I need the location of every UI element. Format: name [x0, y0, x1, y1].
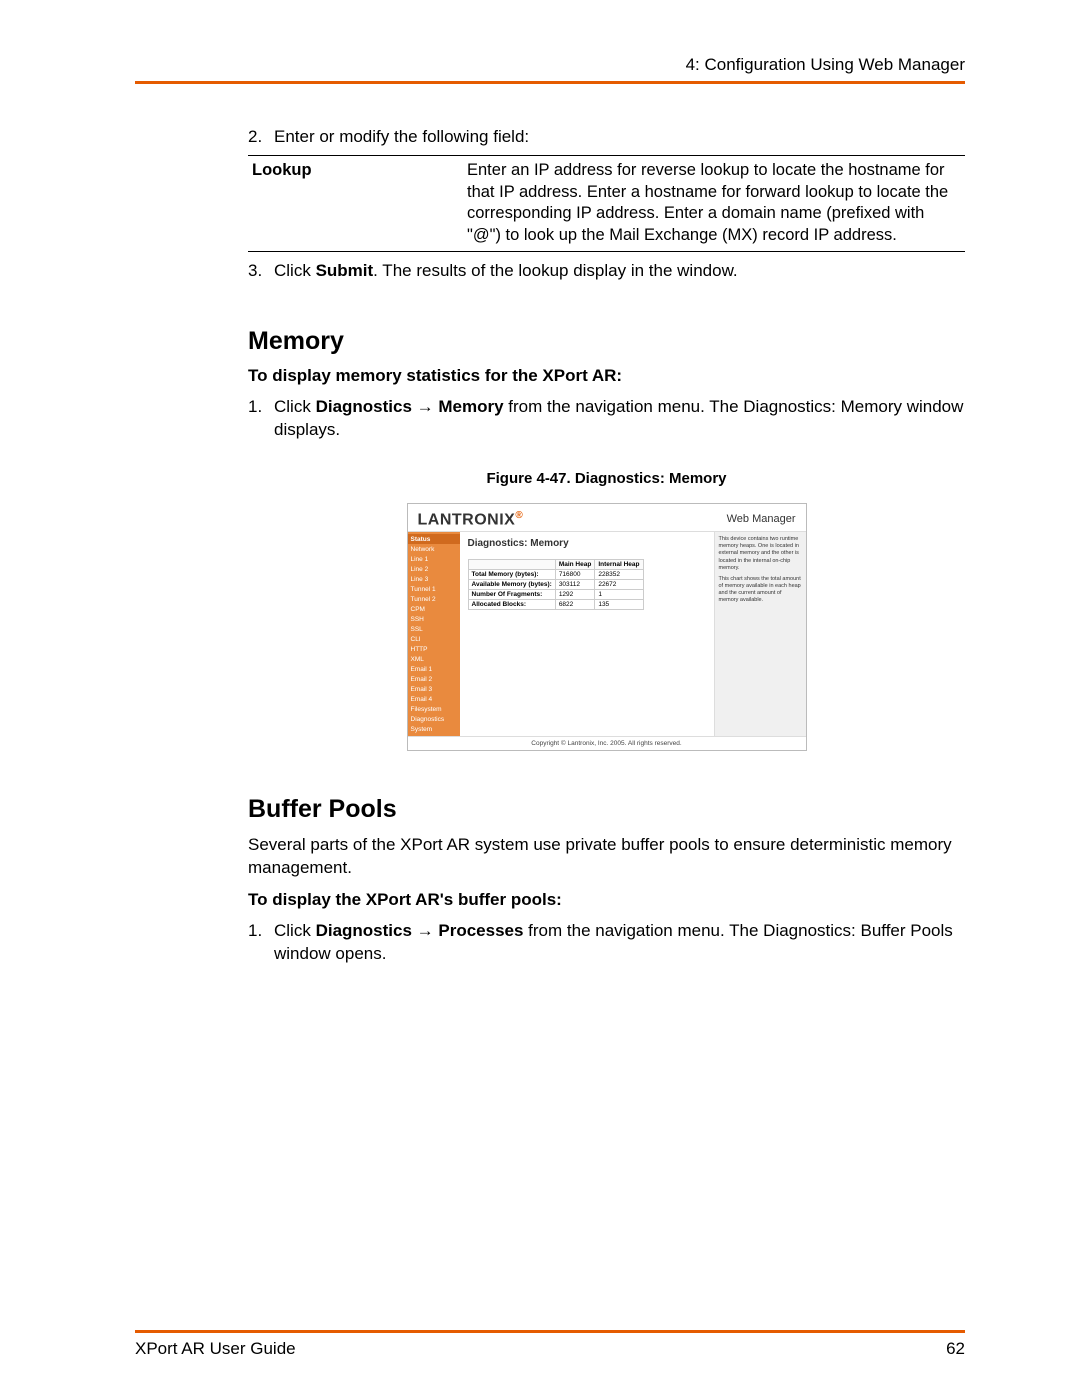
- embed-main: Diagnostics: Memory Main HeapInternal He…: [460, 532, 714, 736]
- nav-item[interactable]: Line 2: [408, 564, 460, 574]
- logo-text: LANTRONIX: [418, 511, 516, 528]
- embed-body: StatusNetworkLine 1Line 2Line 3Tunnel 1T…: [408, 532, 806, 736]
- table-header: Main Heap: [555, 560, 595, 570]
- submit-bold: Submit: [316, 261, 374, 280]
- nav-item[interactable]: CPM: [408, 604, 460, 614]
- web-manager-label: Web Manager: [727, 513, 796, 525]
- table-row: Available Memory (bytes):30311222672: [468, 580, 643, 590]
- arrow-icon: →: [412, 921, 438, 940]
- embed-copyright: Copyright © Lantronix, Inc. 2005. All ri…: [408, 736, 806, 750]
- nav-item[interactable]: Line 3: [408, 574, 460, 584]
- embed-sidebar: This device contains two runtime memory …: [714, 532, 806, 736]
- nav-item[interactable]: SSH: [408, 614, 460, 624]
- chapter-header: 4: Configuration Using Web Manager: [135, 55, 965, 84]
- nav-item[interactable]: HTTP: [408, 644, 460, 654]
- step-num: 2.: [248, 126, 274, 149]
- lookup-table: Lookup Enter an IP address for reverse l…: [248, 155, 965, 252]
- trademark-icon: ®: [515, 510, 523, 521]
- diag-bold: Diagnostics: [316, 397, 412, 416]
- table-row: Total Memory (bytes):716800228352: [468, 570, 643, 580]
- step-text: Click Diagnostics → Memory from the navi…: [274, 396, 965, 442]
- step-text: Enter or modify the following field:: [274, 126, 965, 149]
- buffer-subheading: To display the XPort AR's buffer pools:: [248, 890, 965, 910]
- figure-caption: Figure 4-47. Diagnostics: Memory: [248, 470, 965, 487]
- table-cell: 716800: [555, 570, 595, 580]
- table-header: Internal Heap: [595, 560, 643, 570]
- nav-item[interactable]: Email 3: [408, 684, 460, 694]
- nav-item[interactable]: Email 4: [408, 694, 460, 704]
- table-cell: 135: [595, 600, 643, 610]
- table-cell: Available Memory (bytes):: [468, 580, 555, 590]
- table-row: Allocated Blocks:6822135: [468, 600, 643, 610]
- table-cell: 1: [595, 590, 643, 600]
- table-cell: 228352: [595, 570, 643, 580]
- text-pre: Click: [274, 397, 316, 416]
- table-cell: 22672: [595, 580, 643, 590]
- step-text: Click Submit. The results of the lookup …: [274, 260, 965, 283]
- step-2: 2. Enter or modify the following field:: [248, 126, 965, 149]
- table-header: [468, 560, 555, 570]
- footer-page-number: 62: [946, 1339, 965, 1359]
- table-cell: Number Of Fragments:: [468, 590, 555, 600]
- embed-header: LANTRONIX® Web Manager: [408, 504, 806, 532]
- nav-item[interactable]: Line 1: [408, 554, 460, 564]
- diag-bold: Diagnostics: [316, 921, 412, 940]
- table-cell: 303112: [555, 580, 595, 590]
- step-num: 1.: [248, 920, 274, 966]
- arrow-icon: →: [412, 397, 438, 416]
- lantronix-logo: LANTRONIX®: [418, 510, 524, 529]
- memory-step-1: 1. Click Diagnostics → Memory from the n…: [248, 396, 965, 442]
- memory-subheading: To display memory statistics for the XPo…: [248, 366, 965, 386]
- memory-bold: Memory: [438, 397, 503, 416]
- table-row: Number Of Fragments:12921: [468, 590, 643, 600]
- step-num: 3.: [248, 260, 274, 283]
- buffer-step-1: 1. Click Diagnostics → Processes from th…: [248, 920, 965, 966]
- nav-item[interactable]: Email 2: [408, 674, 460, 684]
- diagnostics-memory-screenshot: LANTRONIX® Web Manager StatusNetworkLine…: [407, 503, 807, 751]
- lookup-desc: Enter an IP address for reverse lookup t…: [463, 155, 965, 251]
- nav-item[interactable]: System: [408, 724, 460, 734]
- step-3: 3. Click Submit. The results of the look…: [248, 260, 965, 283]
- lookup-label: Lookup: [248, 155, 463, 251]
- nav-item[interactable]: CLI: [408, 634, 460, 644]
- footer-left: XPort AR User Guide: [135, 1339, 296, 1359]
- text-pre: Click: [274, 921, 316, 940]
- page-footer: XPort AR User Guide 62: [135, 1330, 965, 1359]
- text-pre: Click: [274, 261, 316, 280]
- nav-item[interactable]: Status: [408, 534, 460, 544]
- table-row: Lookup Enter an IP address for reverse l…: [248, 155, 965, 251]
- side-text-2: This chart shows the total amount of mem…: [719, 576, 802, 605]
- nav-item[interactable]: Diagnostics: [408, 714, 460, 724]
- buffer-heading: Buffer Pools: [248, 795, 965, 824]
- buffer-intro: Several parts of the XPort AR system use…: [248, 834, 965, 880]
- nav-item[interactable]: Tunnel 1: [408, 584, 460, 594]
- nav-item[interactable]: Filesystem: [408, 704, 460, 714]
- memory-table: Main HeapInternal HeapTotal Memory (byte…: [468, 559, 644, 610]
- content-body: 2. Enter or modify the following field: …: [248, 126, 965, 966]
- side-text-1: This device contains two runtime memory …: [719, 536, 802, 572]
- processes-bold: Processes: [438, 921, 523, 940]
- nav-item[interactable]: SSL: [408, 624, 460, 634]
- nav-item[interactable]: XML: [408, 654, 460, 664]
- memory-heading: Memory: [248, 327, 965, 356]
- step-num: 1.: [248, 396, 274, 442]
- table-cell: Allocated Blocks:: [468, 600, 555, 610]
- embed-nav: StatusNetworkLine 1Line 2Line 3Tunnel 1T…: [408, 532, 460, 736]
- text-post: . The results of the lookup display in t…: [373, 261, 737, 280]
- step-text: Click Diagnostics → Processes from the n…: [274, 920, 965, 966]
- nav-item[interactable]: Tunnel 2: [408, 594, 460, 604]
- nav-item[interactable]: Email 1: [408, 664, 460, 674]
- nav-item[interactable]: Network: [408, 544, 460, 554]
- table-cell: 1292: [555, 590, 595, 600]
- embed-title: Diagnostics: Memory: [468, 538, 706, 549]
- table-cell: Total Memory (bytes):: [468, 570, 555, 580]
- table-cell: 6822: [555, 600, 595, 610]
